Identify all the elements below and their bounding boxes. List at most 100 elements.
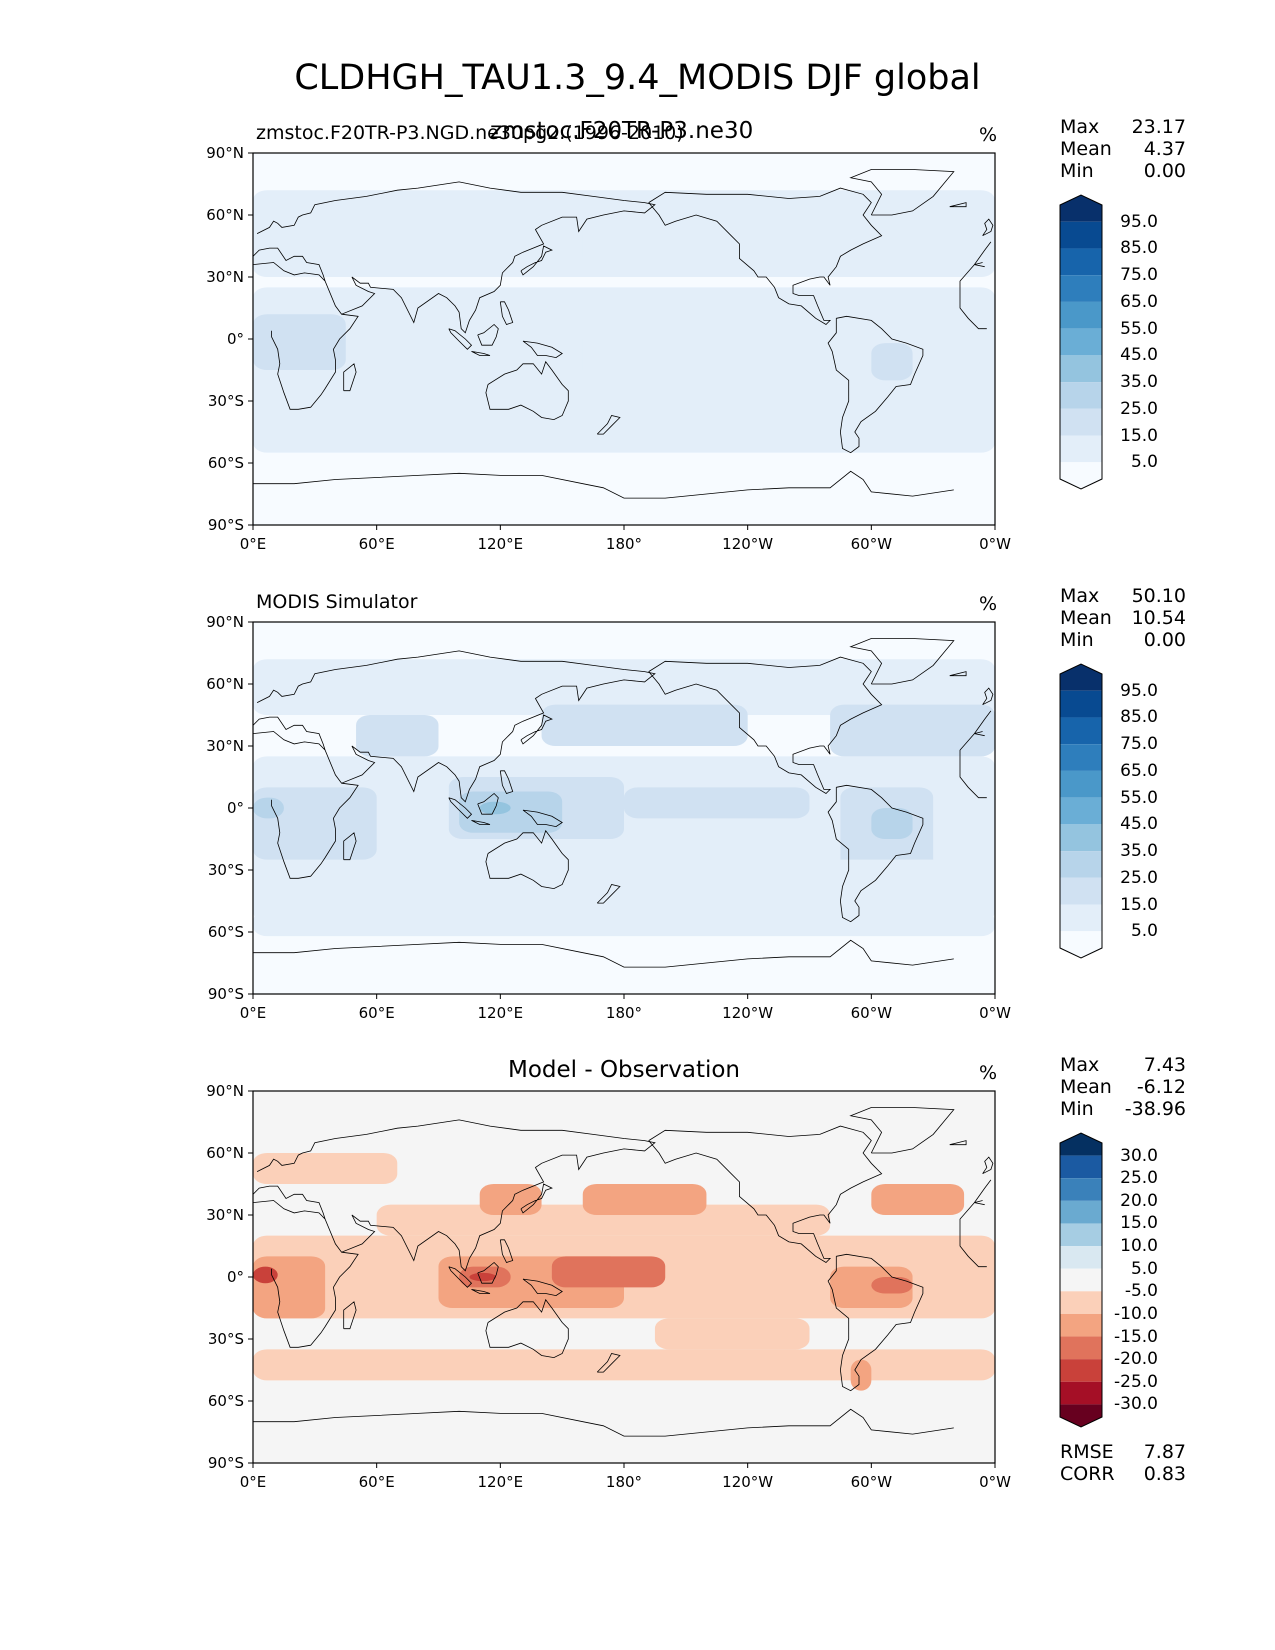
- colorbar-tick-label: -15.0: [1114, 1326, 1158, 1347]
- colorbar-segment: [1060, 851, 1102, 878]
- stat-mean-value: -6.12: [1136, 1076, 1186, 1098]
- panel-reference-units: %: [979, 593, 998, 615]
- contour-band: [469, 328, 583, 381]
- x-tick-label: 0°W: [979, 535, 1011, 553]
- colorbar-segment: [1060, 1246, 1102, 1269]
- panel-difference-title: Model - Observation: [507, 1057, 741, 1083]
- stat-max-value: 23.17: [1131, 116, 1186, 138]
- x-tick-label: 0°E: [239, 1004, 267, 1022]
- coastlines: [253, 1107, 994, 1437]
- contour-band: [253, 787, 377, 860]
- colorbar-tick-label: -5.0: [1124, 1281, 1158, 1302]
- colorbar-tick-label: 20.0: [1120, 1190, 1158, 1211]
- colorbar-reference: [1059, 663, 1103, 959]
- colorbar-segment: [1060, 275, 1102, 302]
- y-tick-label: 0°: [226, 330, 244, 348]
- x-tick-label: 120°E: [477, 1004, 524, 1022]
- contour-band: [479, 859, 995, 912]
- coastline: [253, 169, 994, 499]
- stat-min-value: -38.96: [1124, 1098, 1186, 1120]
- stat-min-value: 0.00: [1143, 160, 1186, 182]
- x-tick-label: 0°E: [239, 535, 267, 553]
- colorbar-tick-label: 75.0: [1120, 265, 1158, 286]
- colorbar-tick-label: 10.0: [1120, 1236, 1158, 1257]
- colorbar-segment: [1060, 435, 1102, 463]
- colorbar-extend-max: [1060, 664, 1102, 691]
- y-tick-label: 0°: [226, 1268, 244, 1286]
- colorbar-tick-label: -30.0: [1114, 1394, 1158, 1415]
- y-tick-label: 60°S: [207, 923, 244, 941]
- x-tick-label: 120°W: [722, 1004, 774, 1022]
- x-tick-label: 60°E: [358, 535, 395, 553]
- panel-reference-title: MODIS Simulator: [256, 591, 418, 613]
- colorbar-extend-max: [1060, 1133, 1102, 1156]
- colorbar-extend-max: [1060, 195, 1102, 222]
- colorbar-segment: [1060, 824, 1102, 852]
- y-tick-label: 30°S: [207, 392, 244, 410]
- stat-mean-label: Mean: [1060, 1076, 1112, 1098]
- colorbar-segment: [1060, 1313, 1102, 1337]
- y-tick-label: 60°S: [207, 454, 244, 472]
- y-tick-label: 60°N: [206, 206, 244, 224]
- colorbar-segment: [1060, 717, 1102, 745]
- colorbar-test: [1059, 194, 1103, 490]
- x-tick-label: 0°W: [979, 1004, 1011, 1022]
- colorbar-tick-label: 95.0: [1120, 211, 1158, 232]
- colorbar-tick-label: 25.0: [1120, 398, 1158, 419]
- metric-corr-value: 0.83: [1143, 1463, 1186, 1485]
- colorbar-tick-label: 65.0: [1120, 291, 1158, 312]
- y-tick-label: 30°N: [206, 268, 244, 286]
- colorbar-extend-min: [1060, 931, 1102, 958]
- contour-band: [253, 911, 995, 937]
- contour-band: [871, 808, 913, 839]
- colorbar-tick-label: -20.0: [1114, 1349, 1158, 1370]
- stat-max-label: Max: [1060, 585, 1100, 607]
- y-tick-label: 30°N: [206, 1206, 244, 1224]
- contour-band: [871, 343, 913, 381]
- contour-band: [356, 715, 439, 757]
- stat-max-label: Max: [1060, 1054, 1100, 1076]
- colorbar-tick-label: 85.0: [1120, 707, 1158, 728]
- colorbar-segment: [1060, 1336, 1102, 1360]
- stat-mean-label: Mean: [1060, 607, 1112, 629]
- colorbar-tick-label: 55.0: [1120, 318, 1158, 339]
- metric-rmse-value: 7.87: [1143, 1441, 1186, 1463]
- y-tick-label: 90°N: [206, 1082, 244, 1100]
- stat-max-value: 7.43: [1143, 1054, 1186, 1076]
- overlap-title: zmstoc.F20TR-P3.ne30: [490, 118, 754, 144]
- stat-min-label: Min: [1060, 1098, 1094, 1120]
- contour-band: [541, 704, 748, 746]
- contour-band: [253, 1153, 398, 1184]
- contour-band: [479, 1184, 542, 1215]
- contour-band: [253, 1256, 326, 1319]
- y-tick-label: 90°S: [207, 516, 244, 534]
- contour-band: [871, 1277, 913, 1294]
- contour-band: [850, 1359, 872, 1391]
- x-tick-label: 60°W: [850, 535, 893, 553]
- contour-band: [253, 1349, 995, 1381]
- coastline: [253, 638, 994, 968]
- stat-max-label: Max: [1060, 116, 1100, 138]
- colorbar-tick-label: 35.0: [1120, 841, 1158, 862]
- stat-min-label: Min: [1060, 629, 1094, 651]
- y-tick-label: 90°S: [207, 1454, 244, 1472]
- y-tick-label: 90°N: [206, 613, 244, 631]
- colorbar-segment: [1060, 1381, 1102, 1405]
- colorbar-tick-label: 25.0: [1120, 867, 1158, 888]
- colorbar-tick-label: 15.0: [1120, 425, 1158, 446]
- figure-title: CLDHGH_TAU1.3_9.4_MODIS DJF global: [294, 58, 981, 98]
- x-tick-label: 120°E: [477, 1473, 524, 1491]
- x-tick-label: 180°: [605, 1004, 643, 1022]
- y-tick-label: 30°N: [206, 737, 244, 755]
- x-tick-label: 60°E: [358, 1473, 395, 1491]
- panel-test-units: %: [979, 124, 998, 146]
- colorbar-segment: [1060, 690, 1102, 718]
- panel-difference-units: %: [979, 1062, 998, 1084]
- contour-band: [654, 1318, 810, 1350]
- colorbar-segment: [1060, 877, 1102, 905]
- colorbar-segment: [1060, 408, 1102, 436]
- colorbar-segment: [1060, 301, 1102, 329]
- colorbar-segment: [1060, 328, 1102, 356]
- colorbar-segment: [1060, 221, 1102, 249]
- x-tick-label: 0°E: [239, 1473, 267, 1491]
